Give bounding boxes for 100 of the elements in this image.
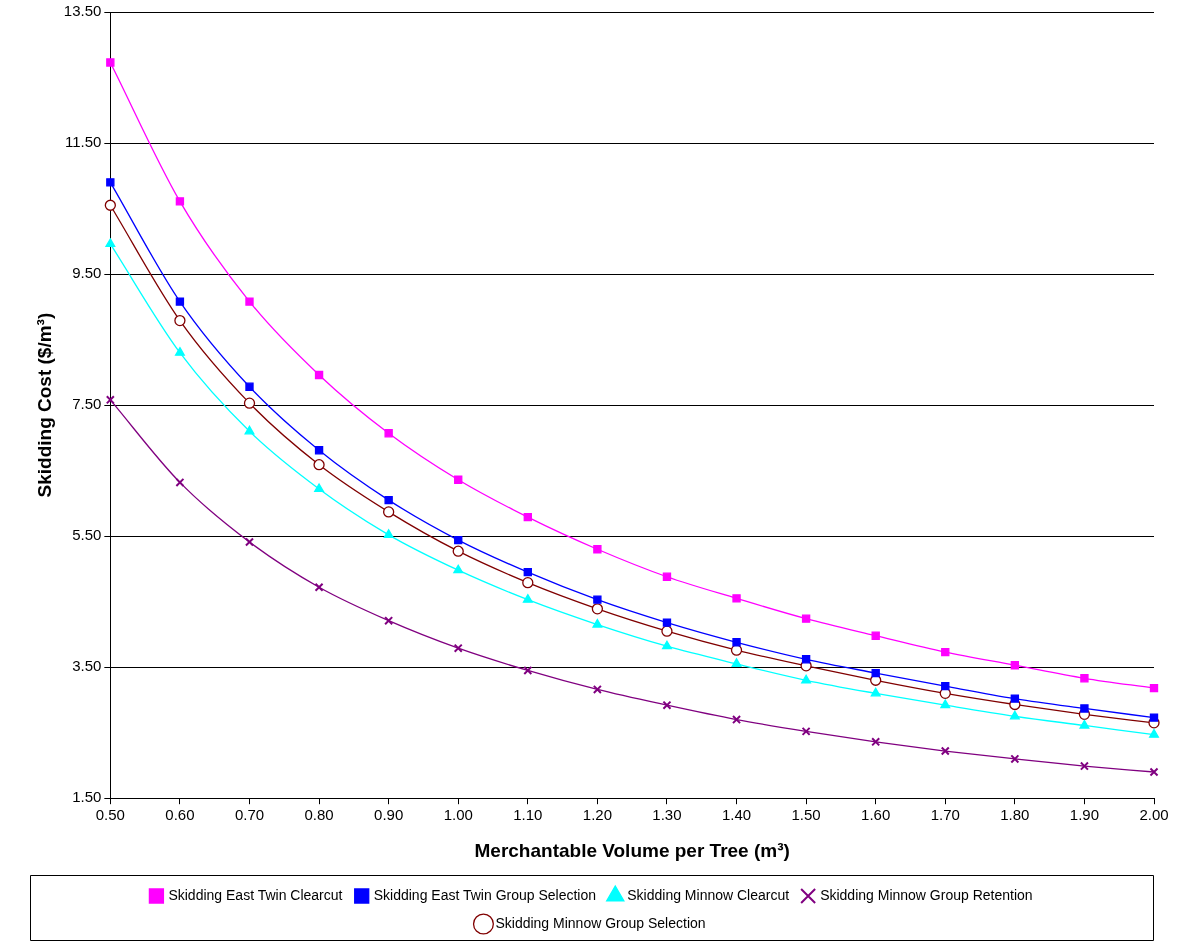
point xyxy=(454,475,463,484)
point xyxy=(732,594,741,603)
point xyxy=(106,178,115,187)
point xyxy=(245,382,254,391)
point xyxy=(871,737,881,747)
point xyxy=(801,655,811,664)
point xyxy=(523,512,532,522)
point xyxy=(454,535,463,545)
x-tick-label: 0.50 xyxy=(95,806,125,824)
point xyxy=(174,314,186,327)
point xyxy=(592,618,603,628)
y-tick-label: 3.50 xyxy=(72,657,102,675)
point xyxy=(522,577,534,589)
point xyxy=(592,684,602,694)
x-tick-label: 0.70 xyxy=(234,806,265,824)
point xyxy=(1010,754,1020,764)
legend-label: Skidding Minnow Group Selection xyxy=(495,914,706,931)
x-tick-label: 2.00 xyxy=(1139,806,1169,824)
point xyxy=(1009,710,1020,720)
point xyxy=(1149,767,1159,777)
y-tick-label: 5.50 xyxy=(72,526,102,544)
point xyxy=(593,595,602,604)
x-tick-label: 1.30 xyxy=(652,806,682,824)
point xyxy=(453,643,463,653)
point xyxy=(662,618,672,627)
point xyxy=(1080,704,1089,713)
point xyxy=(1010,661,1020,670)
point xyxy=(1149,683,1159,693)
point xyxy=(941,681,950,691)
legend-label: Skidding Minnow Clearcut xyxy=(627,886,790,903)
point xyxy=(661,640,672,650)
y-tick-label: 13.50 xyxy=(63,2,102,20)
point xyxy=(314,370,324,380)
point xyxy=(731,658,742,668)
point xyxy=(106,58,115,67)
point xyxy=(1149,713,1159,722)
point xyxy=(105,238,116,248)
point xyxy=(383,506,395,518)
point xyxy=(175,197,185,206)
point xyxy=(1079,719,1090,729)
legend-label: Skidding East Twin Group Selection xyxy=(373,886,597,903)
point xyxy=(244,425,255,435)
x-tick-label: 0.90 xyxy=(374,806,404,824)
point xyxy=(940,699,951,709)
point xyxy=(384,616,394,626)
point xyxy=(313,459,325,471)
point xyxy=(801,614,811,623)
x-tick-label: 1.60 xyxy=(861,806,891,824)
y-tick-label: 1.50 xyxy=(72,788,102,806)
point xyxy=(941,647,950,657)
point xyxy=(591,603,604,615)
point xyxy=(801,726,811,736)
x-tick-label: 1.90 xyxy=(1069,806,1100,824)
point xyxy=(175,477,185,487)
point xyxy=(383,529,394,538)
point xyxy=(593,545,602,554)
point xyxy=(801,674,812,684)
y-tick-label: 9.50 xyxy=(72,264,102,282)
point xyxy=(314,446,324,455)
point xyxy=(244,537,255,547)
point xyxy=(452,545,464,557)
point xyxy=(1010,694,1020,703)
x-tick-label: 1.00 xyxy=(443,806,473,824)
point xyxy=(732,715,742,725)
point xyxy=(1080,674,1089,683)
x-tick-label: 1.40 xyxy=(721,806,752,824)
point xyxy=(1079,761,1089,771)
x-tick-label: 1.80 xyxy=(1000,806,1030,824)
point xyxy=(730,644,743,656)
point xyxy=(1149,729,1159,738)
legend-label: Skidding East Twin Clearcut xyxy=(168,886,343,903)
y-axis-title: Skidding Cost ($/m³) xyxy=(33,312,55,498)
x-tick-label: 0.60 xyxy=(165,806,195,824)
point xyxy=(523,665,533,675)
x-tick-label: 1.10 xyxy=(513,806,543,824)
point xyxy=(732,638,741,647)
point xyxy=(662,700,672,710)
point xyxy=(870,687,881,697)
legend-label: Skidding Minnow Group Retention xyxy=(820,886,1033,903)
point xyxy=(522,594,533,603)
point xyxy=(384,429,393,438)
point xyxy=(384,495,393,505)
x-tick-label: 1.50 xyxy=(791,806,821,824)
point xyxy=(940,746,950,756)
point xyxy=(104,199,116,211)
x-tick-label: 1.70 xyxy=(930,806,960,824)
point xyxy=(453,564,464,574)
point xyxy=(314,582,324,592)
x-tick-label: 0.80 xyxy=(304,806,334,824)
point xyxy=(314,483,325,493)
point xyxy=(175,297,185,306)
y-tick-label: 7.50 xyxy=(72,395,102,413)
point xyxy=(871,631,880,640)
point xyxy=(174,347,185,356)
y-tick-label: 11.50 xyxy=(64,133,102,151)
point xyxy=(523,567,532,577)
point xyxy=(871,668,880,678)
x-axis-title: Merchantable Volume per Tree (m³) xyxy=(474,839,790,861)
x-tick-label: 1.20 xyxy=(582,806,612,824)
point xyxy=(662,572,672,581)
